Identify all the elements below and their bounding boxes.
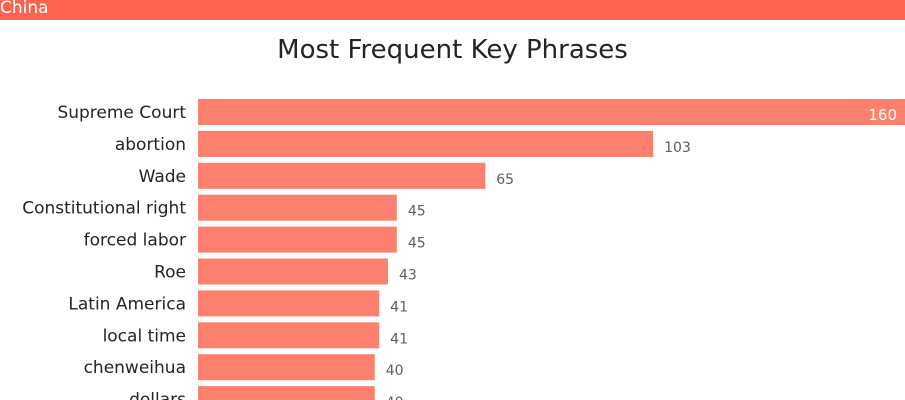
category-label: chenweihua xyxy=(84,358,186,378)
bar[interactable] xyxy=(198,99,905,125)
category-label: dollars xyxy=(129,390,186,400)
category-label: local time xyxy=(103,326,186,346)
bar[interactable] xyxy=(198,386,375,400)
category-label: Supreme Court xyxy=(57,103,186,123)
bar[interactable] xyxy=(198,258,389,285)
data-label: 41 xyxy=(390,299,408,315)
chart-title: Most Frequent Key Phrases xyxy=(277,35,628,65)
category-label: forced labor xyxy=(84,231,186,251)
bar-row[interactable]: Wade 65 xyxy=(139,162,514,189)
bar[interactable] xyxy=(198,322,380,349)
data-label: 40 xyxy=(386,363,404,379)
bar-row[interactable]: local time 41 xyxy=(103,322,408,349)
bar-row[interactable]: forced labor 45 xyxy=(84,226,426,253)
data-label: 103 xyxy=(664,140,691,156)
category-label: abortion xyxy=(115,135,186,155)
bar-row[interactable]: Supreme Court 160 xyxy=(57,99,905,125)
data-label: 65 xyxy=(496,172,514,188)
bar[interactable] xyxy=(198,290,380,317)
data-label: 45 xyxy=(408,236,426,252)
bar-row[interactable]: Roe 43 xyxy=(154,258,417,285)
bar[interactable] xyxy=(198,130,654,157)
data-label: 40 xyxy=(386,395,404,400)
category-label: Constitutional right xyxy=(22,199,186,219)
bar[interactable] xyxy=(198,162,486,189)
bar-row[interactable]: Latin America 41 xyxy=(68,290,408,317)
data-label: 45 xyxy=(408,204,426,220)
data-label: 43 xyxy=(399,268,417,284)
header-bar: China xyxy=(0,0,905,20)
bar-row[interactable]: chenweihua 40 xyxy=(84,354,404,381)
bar[interactable] xyxy=(198,226,397,253)
data-label: 160 xyxy=(868,106,897,124)
bar-row[interactable]: abortion 103 xyxy=(115,130,691,157)
category-label: Roe xyxy=(154,263,186,283)
bar[interactable] xyxy=(198,354,375,381)
bar[interactable] xyxy=(198,194,397,221)
bar-row[interactable]: Constitutional right 45 xyxy=(22,194,426,221)
category-label: Wade xyxy=(139,167,186,187)
bar-row[interactable]: dollars 40 xyxy=(129,386,404,400)
header-title: China xyxy=(0,0,49,18)
category-label: Latin America xyxy=(68,294,186,314)
data-label: 41 xyxy=(390,331,408,347)
